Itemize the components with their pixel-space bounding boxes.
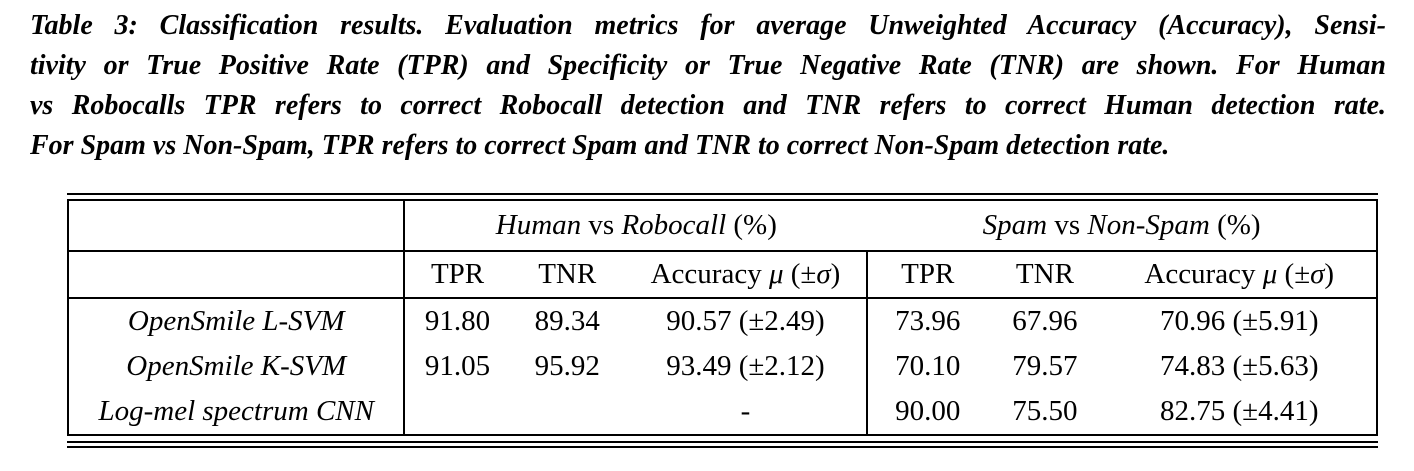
- value-sp-tpr: 90.00: [895, 395, 961, 427]
- caption-line-3: vs Robocalls TPR refers to correct Roboc…: [30, 90, 1386, 121]
- caption-line-4: For Spam vs Non-Spam, TPR refers to corr…: [30, 130, 1170, 161]
- bottom-double-rule-line-2: [67, 446, 1378, 448]
- section-title-italic: Non-Spam: [1087, 209, 1210, 241]
- value-hr-accuracy: 93.49 (±2.12): [624, 344, 869, 389]
- metric-header-tpr: TPR: [867, 251, 988, 299]
- table-row-logmel-cnn: Log-mel spectrum CNN - 90.00 75.50 82.75…: [68, 389, 1377, 435]
- value-hr-tpr: 91.80: [424, 305, 491, 337]
- metric-header-accuracy: Accuracy μ (±σ): [624, 251, 869, 299]
- results-grid: Human vs Robocall (%) Spam vs Non-Spam (…: [67, 199, 1378, 436]
- row-label: OpenSmile K-SVM: [68, 344, 406, 389]
- value-sp-tnr: 67.96: [1012, 305, 1078, 337]
- row-label: OpenSmile L-SVM: [68, 298, 406, 344]
- value-sp-tnr: 75.50: [1012, 395, 1078, 427]
- section-title-pct: (%): [1217, 209, 1261, 241]
- section-title-italic: Human: [495, 209, 582, 241]
- corner-empty-cell: [68, 200, 406, 252]
- section-title-italic: Robocall: [621, 209, 727, 241]
- section-header-human-vs-robocall: Human vs Robocall (%): [404, 200, 868, 252]
- accuracy-label: Accuracy: [1144, 258, 1256, 290]
- mu-symbol: μ: [768, 258, 784, 290]
- value-hr-tnr: 95.92: [534, 350, 600, 382]
- value-hr-accuracy: 90.57 (±2.49): [624, 298, 869, 344]
- sigma-symbol: σ: [1310, 258, 1325, 290]
- section-title-pct: (%): [733, 209, 777, 241]
- value-sp-tpr: 73.96: [895, 305, 961, 337]
- section-title-vs: vs: [588, 209, 615, 241]
- table-row-opensmile-lsvm: OpenSmile L-SVM 91.80 89.34 90.57 (±2.49…: [68, 298, 1377, 344]
- value-sp-accuracy: 82.75 (±4.41): [1160, 395, 1319, 427]
- caption-line-2: tivity or True Positive Rate (TPR) and S…: [30, 50, 1386, 81]
- value-sp-accuracy: 74.83 (±5.63): [1160, 350, 1319, 382]
- paren-close: ): [830, 258, 841, 290]
- value-hr-tpr: 91.05: [424, 350, 491, 382]
- mu-symbol: μ: [1262, 258, 1278, 290]
- metric-header-row: TPR TNR Accuracy μ (±σ) TPR TNR Accuracy…: [68, 251, 1377, 299]
- caption-line-1: Table 3: Classification results. Evaluat…: [30, 10, 1386, 41]
- sigma-symbol: σ: [816, 258, 831, 290]
- results-table: Human vs Robocall (%) Spam vs Non-Spam (…: [67, 193, 1378, 448]
- value-sp-accuracy: 70.96 (±5.91): [1160, 305, 1319, 337]
- bottom-double-rule-line-1: [67, 441, 1378, 443]
- plus-minus-open: (±: [1284, 258, 1311, 290]
- table-row-opensmile-ksvm: OpenSmile K-SVM 91.05 95.92 93.49 (±2.12…: [68, 344, 1377, 389]
- value-sp-tnr: 79.57: [1012, 350, 1078, 382]
- value-hr-accuracy: -: [624, 389, 869, 435]
- section-title-vs: vs: [1054, 209, 1081, 241]
- plus-minus-open: (±: [790, 258, 817, 290]
- row-label: Log-mel spectrum CNN: [68, 389, 406, 435]
- accuracy-label: Accuracy: [650, 258, 762, 290]
- metric-header-tnr: TNR: [509, 251, 625, 299]
- metric-header-tnr: TNR: [987, 251, 1103, 299]
- value-hr-tnr: [510, 389, 625, 435]
- metric-header-tpr: TPR: [404, 251, 510, 299]
- metric-header-accuracy: Accuracy μ (±σ): [1102, 251, 1377, 299]
- metric-header-empty-cell: [68, 251, 406, 299]
- value-hr-tnr: 89.34: [534, 305, 600, 337]
- table-caption: Table 3: Classification results. Evaluat…: [30, 6, 1386, 166]
- value-hr-tpr: [404, 389, 509, 435]
- top-double-rule-line: [67, 193, 1378, 195]
- section-header-spam-vs-nonspam: Spam vs Non-Spam (%): [867, 200, 1377, 252]
- paren-close: ): [1324, 258, 1335, 290]
- section-header-row: Human vs Robocall (%) Spam vs Non-Spam (…: [68, 200, 1377, 252]
- value-sp-tpr: 70.10: [895, 350, 961, 382]
- section-title-italic: Spam: [982, 209, 1048, 241]
